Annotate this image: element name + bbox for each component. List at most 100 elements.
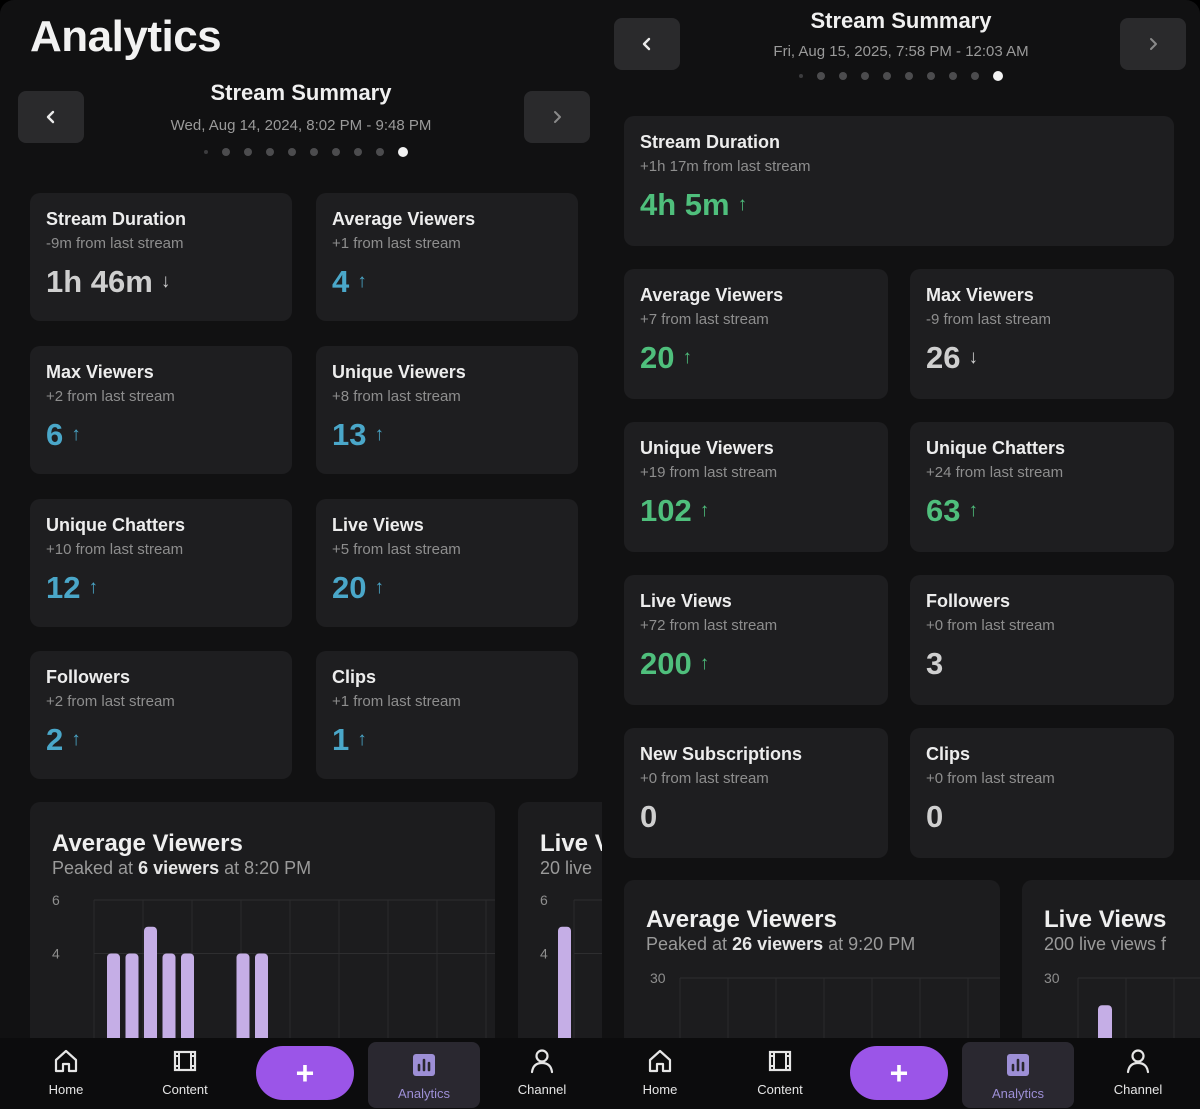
page-dot[interactable] bbox=[817, 72, 825, 80]
stat-delta: -9 from last stream bbox=[926, 311, 1052, 328]
chart-bar[interactable] bbox=[558, 926, 571, 1062]
stat-card-stream-duration[interactable]: Stream Duration +1h 17m from last stream 4… bbox=[624, 116, 1174, 246]
left-analytics-screen: Analytics Stream Summary Wed, Aug 14, 20… bbox=[0, 0, 602, 1109]
page-indicator[interactable] bbox=[10, 147, 602, 157]
stat-card-new-subscriptions[interactable]: New Subscriptions +0 from last stream 0 bbox=[624, 728, 888, 858]
previous-stream-button[interactable] bbox=[18, 91, 84, 143]
stat-card-max-viewers[interactable]: Max Viewers -9 from last stream 26 ↓ bbox=[910, 269, 1174, 399]
chart-bar[interactable] bbox=[236, 953, 250, 1063]
chart-bar[interactable] bbox=[107, 953, 120, 1063]
live-views-chart-card: Live V 20 live 64 bbox=[518, 802, 602, 1062]
stat-card-followers[interactable]: Followers +2 from last stream 2 ↑ bbox=[30, 651, 292, 779]
create-button[interactable]: + bbox=[850, 1046, 948, 1100]
tab-home[interactable]: Home bbox=[610, 1046, 710, 1097]
arrow-up-icon: ↑ bbox=[88, 577, 98, 598]
y-tick-label: 6 bbox=[540, 892, 548, 908]
stat-delta: +0 from last stream bbox=[926, 617, 1055, 634]
tab-channel[interactable]: Channel bbox=[492, 1046, 592, 1097]
stat-card-live-views[interactable]: Live Views +5 from last stream 20 ↑ bbox=[316, 499, 578, 627]
page-dot[interactable] bbox=[354, 148, 362, 156]
stat-card-unique-chatters[interactable]: Unique Chatters +10 from last stream 12 ↑ bbox=[30, 499, 292, 627]
arrow-up-icon: ↑ bbox=[699, 653, 710, 674]
y-tick-label: 6 bbox=[52, 892, 60, 908]
tab-content[interactable]: Content bbox=[730, 1046, 830, 1097]
y-tick-label: 30 bbox=[650, 970, 666, 986]
page-dot[interactable] bbox=[288, 148, 296, 156]
stat-card-clips[interactable]: Clips +1 from last stream 1 ↑ bbox=[316, 651, 578, 779]
page-dot[interactable] bbox=[266, 148, 274, 156]
plus-icon: + bbox=[295, 1055, 315, 1091]
chart-bar[interactable] bbox=[125, 953, 139, 1063]
stat-card-clips[interactable]: Clips +0 from last stream 0 bbox=[910, 728, 1174, 858]
page-dot-active[interactable] bbox=[993, 71, 1003, 81]
y-tick-label: 4 bbox=[540, 946, 548, 962]
stat-card-followers[interactable]: Followers +0 from last stream 3 bbox=[910, 575, 1174, 705]
page-dot[interactable] bbox=[310, 148, 318, 156]
next-stream-button[interactable] bbox=[1120, 18, 1186, 70]
tab-analytics[interactable]: Analytics bbox=[962, 1042, 1074, 1108]
tab-channel[interactable]: Channel bbox=[1088, 1046, 1188, 1097]
page-dot[interactable] bbox=[927, 72, 935, 80]
stat-label: Clips bbox=[332, 667, 377, 687]
chevron-left-icon bbox=[642, 37, 651, 51]
page-dot[interactable] bbox=[799, 74, 803, 78]
stat-card-live-views[interactable]: Live Views +72 from last stream 200 ↑ bbox=[624, 575, 888, 705]
page-dot[interactable] bbox=[971, 72, 979, 80]
stat-card-unique-chatters[interactable]: Unique Chatters +24 from last stream 63 ↑ bbox=[910, 422, 1174, 552]
stat-card-max-viewers[interactable]: Max Viewers +2 from last stream 6 ↑ bbox=[30, 346, 292, 474]
stat-delta: +19 from last stream bbox=[640, 464, 778, 481]
create-button[interactable]: + bbox=[256, 1046, 354, 1100]
stat-value: 20 ↑ bbox=[640, 340, 692, 375]
page-dot[interactable] bbox=[376, 148, 384, 156]
stat-delta: +2 from last stream bbox=[46, 388, 175, 405]
stat-label: Average Viewers bbox=[332, 209, 476, 229]
stat-card-stream-duration[interactable]: Stream Duration -9m from last stream 1h 46… bbox=[30, 193, 292, 321]
chart-bar[interactable] bbox=[181, 953, 194, 1063]
chart-bar[interactable] bbox=[162, 953, 176, 1063]
chart-bar[interactable] bbox=[255, 953, 268, 1063]
stat-card-average-viewers[interactable]: Average Viewers +7 from last stream 20 ↑ bbox=[624, 269, 888, 399]
page-dot[interactable] bbox=[222, 148, 230, 156]
page-dot[interactable] bbox=[839, 72, 847, 80]
stat-label: Followers bbox=[46, 667, 131, 687]
next-stream-button[interactable] bbox=[524, 91, 590, 143]
stat-card-average-viewers[interactable]: Average Viewers +1 from last stream 4 ↑ bbox=[316, 193, 578, 321]
page-dot[interactable] bbox=[905, 72, 913, 80]
page-dot[interactable] bbox=[204, 150, 208, 154]
home-icon bbox=[648, 1049, 672, 1073]
stat-label: Unique Viewers bbox=[332, 362, 466, 382]
stat-label: Unique Chatters bbox=[46, 515, 186, 535]
page-dot[interactable] bbox=[332, 148, 340, 156]
page-dot[interactable] bbox=[861, 72, 869, 80]
previous-stream-button[interactable] bbox=[614, 18, 680, 70]
page-indicator[interactable] bbox=[602, 71, 1200, 81]
stat-value: 200 ↑ bbox=[640, 646, 710, 681]
y-tick-label: 4 bbox=[52, 946, 60, 962]
stat-delta: +1 from last stream bbox=[332, 693, 461, 710]
page-dot[interactable] bbox=[244, 148, 252, 156]
tab-home[interactable]: Home bbox=[16, 1046, 116, 1097]
stat-card-unique-viewers[interactable]: Unique Viewers +19 from last stream 102 ↑ bbox=[624, 422, 888, 552]
film-icon bbox=[768, 1050, 792, 1072]
page-dot[interactable] bbox=[949, 72, 957, 80]
stat-delta: +8 from last stream bbox=[332, 388, 461, 405]
user-icon bbox=[530, 1049, 554, 1074]
arrow-up-icon: ↑ bbox=[71, 424, 81, 445]
stat-delta: +72 from last stream bbox=[640, 617, 778, 634]
bottom-tab-bar: Home Content + Analytics Channel bbox=[602, 1038, 1200, 1109]
tab-analytics[interactable]: Analytics bbox=[368, 1042, 480, 1108]
stat-label: New Subscriptions bbox=[640, 744, 803, 764]
y-tick-label: 30 bbox=[1044, 970, 1060, 986]
chart-bar[interactable] bbox=[144, 926, 157, 1062]
average-viewers-chart-card: Average Viewers Peaked at 6 viewers at 8… bbox=[30, 802, 495, 1062]
tab-label: Home bbox=[642, 1082, 678, 1097]
stat-label: Stream Duration bbox=[640, 132, 781, 152]
stat-card-unique-viewers[interactable]: Unique Viewers +8 from last stream 13 ↑ bbox=[316, 346, 578, 474]
page-dot-active[interactable] bbox=[398, 147, 408, 157]
tab-content[interactable]: Content bbox=[135, 1046, 235, 1097]
stat-delta: +24 from last stream bbox=[926, 464, 1064, 481]
stat-value: 13 ↑ bbox=[332, 417, 384, 452]
stat-label: Average Viewers bbox=[640, 285, 784, 305]
analytics-icon bbox=[413, 1054, 435, 1076]
page-dot[interactable] bbox=[883, 72, 891, 80]
